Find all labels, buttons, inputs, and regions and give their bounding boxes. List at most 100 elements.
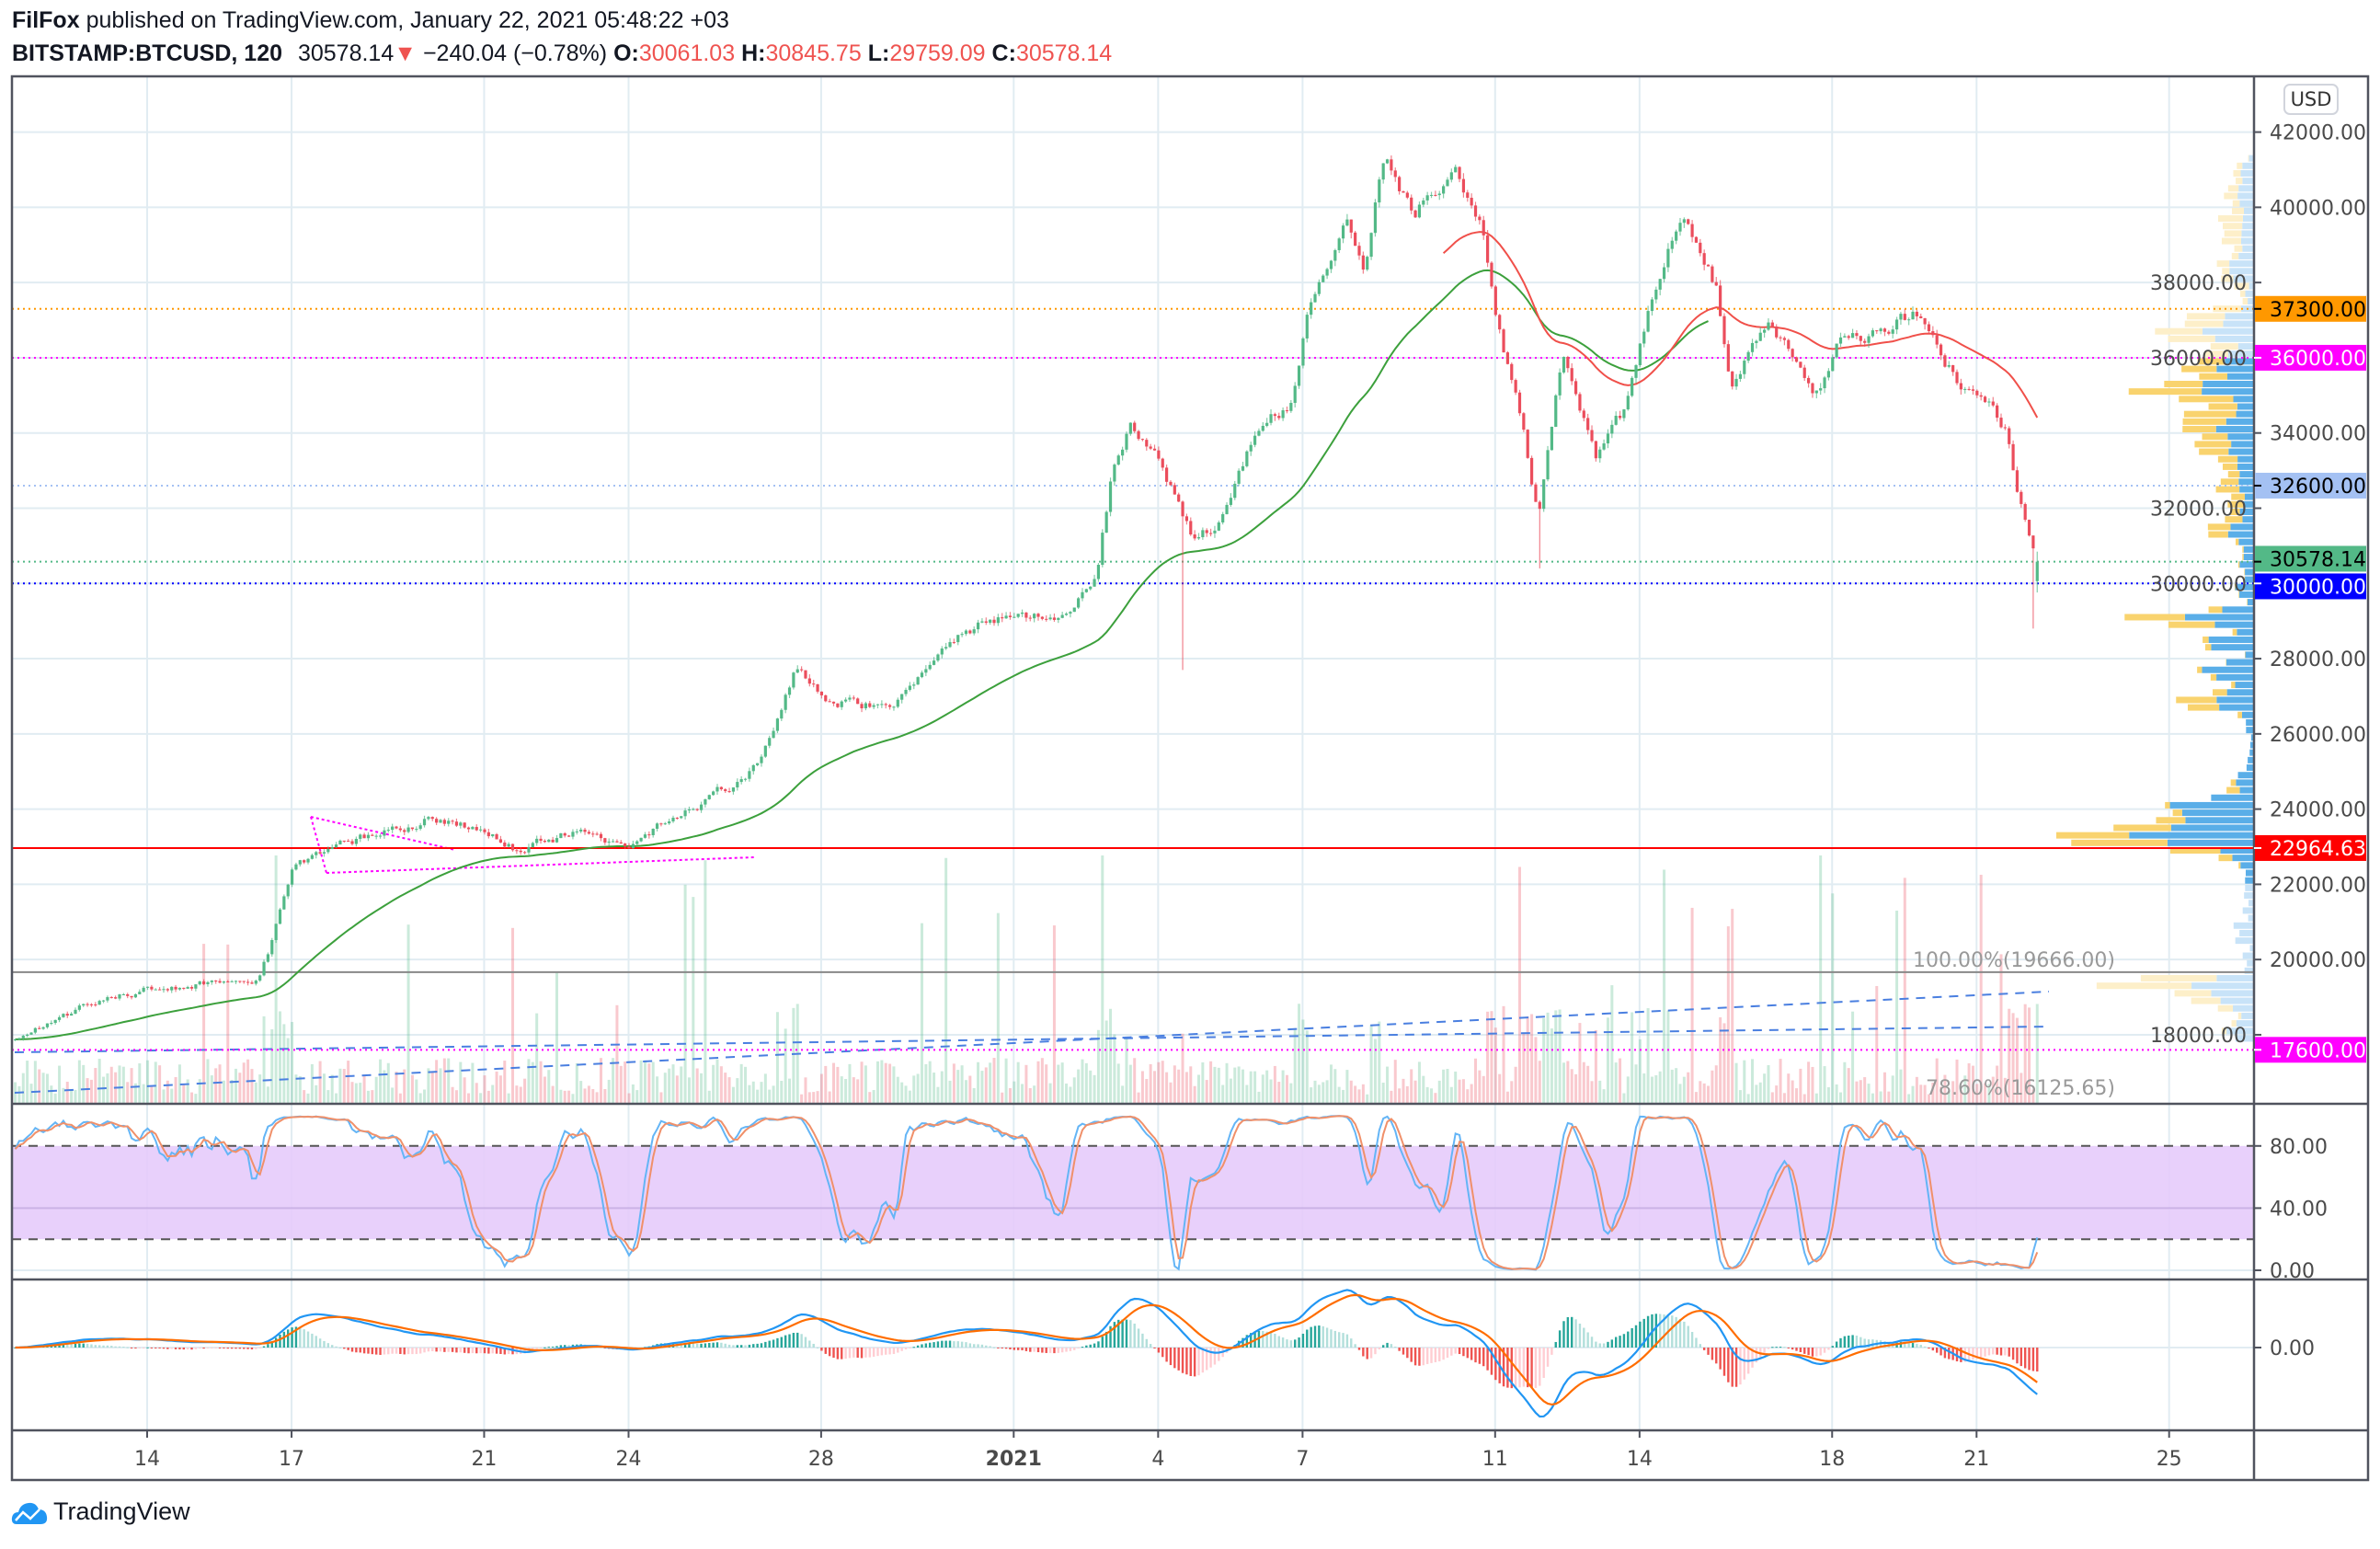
volume-bar [1357,1089,1361,1104]
macd-histogram-bar [1097,1341,1100,1348]
candle [1971,384,1975,396]
candle [1498,314,1502,334]
profile-bar-down [2174,990,2212,997]
candle [33,1027,37,1035]
profile-bar-down [2235,538,2239,545]
macd-histogram-bar [459,1348,462,1353]
candle [1052,613,1057,622]
candle [1791,348,1794,362]
volume-bar [1826,1087,1830,1104]
macd-histogram-bar [808,1340,811,1348]
candle-body [2003,427,2007,429]
macd-histogram-bar [1181,1348,1184,1373]
candle-body [133,993,138,998]
trend-line-lower[interactable] [14,1026,2050,1053]
macd-histogram-bar [463,1348,466,1353]
candle-body [1378,179,1381,203]
volume-bar [1795,1088,1799,1104]
profile-bar-up [2250,734,2254,741]
macd-histogram-bar [980,1344,984,1348]
candle-body [454,821,459,826]
candle [1237,468,1241,487]
volume-bar [1999,954,2003,1104]
candle [984,617,988,625]
candle-body [1305,315,1309,338]
candle [816,683,819,694]
candle [1184,513,1189,525]
candle [1782,336,1787,346]
candle-body [1726,344,1730,372]
trend-line-upper[interactable] [14,991,2050,1094]
candle-body [1201,530,1205,537]
volume-bar [1390,1090,1393,1104]
volume-bar [1169,1082,1173,1104]
time-axis-label: 14 [1627,1448,1653,1471]
currency-button-box[interactable] [2283,84,2339,115]
macd-histogram-bar [1639,1321,1642,1348]
triangle-lower-line[interactable] [326,856,755,874]
profile-bar-up [2245,869,2254,877]
candle-body [692,809,695,810]
ma-line-green [15,269,1709,1040]
price-level-tag: 36000.00 [2254,344,2366,371]
profile-bar-down [2199,448,2229,455]
candle [1975,389,1979,398]
volume-bar [816,1091,819,1104]
volume-bar [423,1089,427,1104]
macd-histogram-bar [1197,1348,1200,1376]
price-axis-label: 26000.00 [2270,724,2366,747]
profile-bar-up [2222,606,2254,614]
volume-bar [1811,1066,1814,1104]
macd-histogram-bar [395,1348,398,1354]
candle-body [362,834,366,839]
candle-body [515,850,519,852]
candle [751,763,755,775]
volume-bar [1024,1064,1028,1104]
profile-bar-up [2236,1020,2254,1027]
candle-body [1241,465,1245,471]
volume-bar [1582,1061,1585,1104]
candle [1048,614,1052,621]
macd-histogram-bar [965,1342,967,1348]
volume-bar [635,1090,639,1104]
symbol-name[interactable]: BITSTAMP:BTCUSD, 120 [12,40,283,66]
macd-histogram-bar [1755,1348,1758,1363]
candle [1522,411,1526,432]
candle [1425,191,1429,205]
volume-bar [1269,1079,1273,1104]
currency-button[interactable]: USD [2283,84,2339,115]
macd-histogram-bar [1775,1347,1778,1348]
profile-bar-up [2235,682,2254,689]
macd-histogram-bar [1293,1339,1297,1348]
volume-bar [1882,1072,1886,1104]
volume-bar [1666,1010,1670,1104]
volume-bar [1991,1076,1995,1104]
candle [1121,446,1125,461]
tradingview-logo[interactable]: TradingView [11,1497,190,1526]
profile-bar-up [2167,839,2254,846]
macd-histogram-bar [1996,1348,1998,1355]
price-level-tag: 32600.00 [2254,472,2366,499]
volume-bar [1004,1058,1008,1104]
triangle-side-line[interactable] [310,816,327,874]
macd-histogram-bar [1345,1334,1349,1348]
candle [1650,296,1654,316]
candle [483,828,486,835]
author-name[interactable]: FilFox [12,7,80,33]
volume-bar [924,1063,928,1104]
candle-body [1113,465,1116,482]
macd-histogram-bar [1209,1348,1212,1368]
candle-body [1121,449,1125,456]
macd-histogram-bar [820,1348,823,1351]
candle-body [303,860,306,863]
macd-histogram-bar [1931,1348,1935,1351]
macd-histogram-bar [243,1348,246,1349]
macd-histogram-bar [856,1348,859,1358]
candle [896,697,899,708]
macd-histogram-bar [1654,1314,1658,1348]
candle-body [984,621,988,623]
profile-bar-down [2221,275,2234,282]
candle-body [298,860,302,865]
macd-histogram-bar [1634,1325,1638,1348]
